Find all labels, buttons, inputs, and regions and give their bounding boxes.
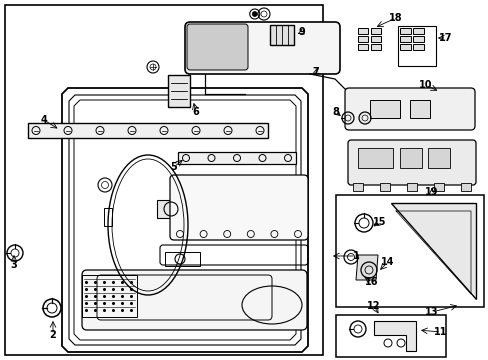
Bar — [82, 275, 137, 317]
Circle shape — [252, 12, 257, 17]
Bar — [357, 44, 367, 50]
Bar — [357, 148, 392, 168]
Bar — [357, 28, 367, 34]
Polygon shape — [390, 203, 475, 299]
Text: 9: 9 — [298, 27, 305, 37]
Text: 12: 12 — [366, 301, 380, 311]
Bar — [269, 25, 293, 45]
Bar — [178, 152, 295, 164]
Text: 11: 11 — [433, 327, 447, 337]
Bar — [412, 44, 423, 50]
FancyBboxPatch shape — [184, 22, 339, 74]
Text: 15: 15 — [372, 217, 386, 227]
Bar — [335, 315, 445, 357]
Bar — [164, 252, 200, 266]
Bar — [409, 100, 429, 118]
Bar — [397, 26, 435, 66]
Text: 14: 14 — [381, 257, 394, 267]
Bar — [427, 148, 449, 168]
Text: 2: 2 — [49, 330, 56, 340]
Bar — [406, 183, 416, 191]
Bar — [433, 183, 443, 191]
Bar — [28, 123, 267, 138]
Polygon shape — [355, 255, 377, 280]
Bar — [157, 200, 184, 218]
Bar — [399, 148, 421, 168]
FancyBboxPatch shape — [82, 270, 306, 330]
Bar — [370, 36, 380, 42]
FancyBboxPatch shape — [347, 140, 475, 185]
Bar — [335, 195, 483, 307]
Polygon shape — [373, 321, 415, 351]
Bar — [370, 44, 380, 50]
Text: 8: 8 — [332, 107, 339, 117]
Bar — [399, 28, 410, 34]
Text: 19: 19 — [425, 187, 438, 197]
Text: 17: 17 — [438, 33, 452, 43]
Bar — [104, 208, 112, 226]
Bar — [412, 28, 423, 34]
Text: 13: 13 — [425, 307, 438, 317]
Text: 7: 7 — [312, 67, 319, 77]
Bar — [399, 36, 410, 42]
Bar — [357, 36, 367, 42]
FancyBboxPatch shape — [345, 88, 474, 130]
FancyBboxPatch shape — [170, 175, 307, 240]
Text: 6: 6 — [192, 107, 199, 117]
Text: 4: 4 — [41, 115, 47, 125]
Text: 16: 16 — [365, 277, 378, 287]
Bar — [5, 5, 323, 355]
Bar — [379, 183, 389, 191]
Bar — [369, 100, 399, 118]
Text: 5: 5 — [170, 162, 177, 172]
Text: 3: 3 — [11, 260, 18, 270]
Bar — [399, 44, 410, 50]
Bar — [352, 183, 362, 191]
Text: 10: 10 — [418, 80, 432, 90]
Bar — [412, 36, 423, 42]
Bar — [168, 75, 190, 107]
FancyBboxPatch shape — [186, 24, 247, 70]
Bar — [460, 183, 470, 191]
Text: 1: 1 — [352, 251, 359, 261]
Bar — [370, 28, 380, 34]
Text: 18: 18 — [388, 13, 402, 23]
